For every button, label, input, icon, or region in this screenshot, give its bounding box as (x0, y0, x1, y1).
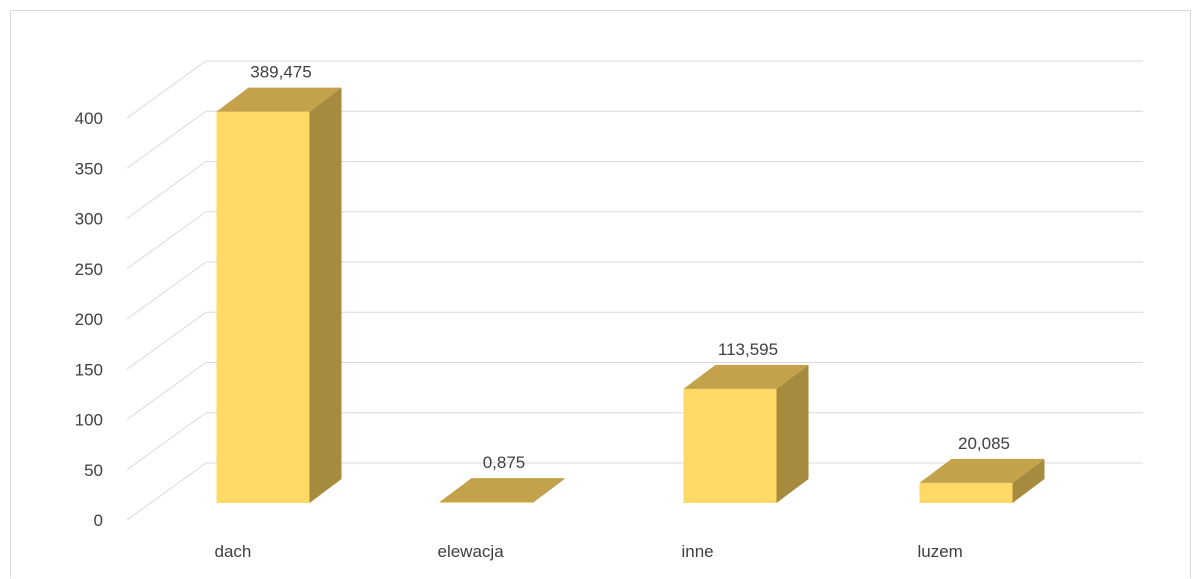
gridline-diagonal (126, 211, 207, 270)
gridline-diagonal (126, 462, 207, 521)
x-category-label: dach (215, 542, 252, 561)
bar-side (1012, 458, 1045, 503)
bar-side (532, 478, 565, 503)
gridline-diagonal (126, 362, 207, 420)
bar-top (439, 478, 565, 503)
bar-front (439, 502, 533, 503)
y-tick-label: 350 (75, 159, 103, 178)
bar-top (216, 87, 342, 112)
bar-elewacja (439, 478, 565, 503)
gridline-diagonal (126, 60, 207, 119)
bar-front (919, 482, 1013, 503)
data-label: 20,085 (958, 434, 1010, 453)
gridline-diagonal (126, 261, 207, 320)
gridline-diagonal (126, 161, 207, 219)
y-tick-label: 300 (75, 210, 103, 229)
bar-dach (216, 87, 342, 503)
bar-inne (683, 364, 809, 503)
x-category-label: elewacja (438, 542, 505, 561)
y-tick-label: 100 (75, 411, 103, 430)
data-label: 389,475 (250, 63, 311, 82)
gridline-diagonal (126, 412, 207, 471)
bar-luzem (919, 458, 1045, 503)
bar-top (919, 458, 1045, 483)
y-tick-label: 250 (75, 260, 103, 279)
y-tick-label: 50 (84, 461, 103, 480)
bar-side (776, 364, 809, 503)
y-tick-label: 400 (75, 109, 103, 128)
gridline-diagonal (126, 110, 207, 169)
y-tick-label: 0 (94, 511, 103, 530)
bar-top (683, 364, 809, 389)
bar-front (216, 111, 310, 503)
y-tick-label: 200 (75, 310, 103, 329)
x-category-label: luzem (918, 542, 963, 561)
gridline-diagonal (126, 311, 207, 370)
y-tick-label: 150 (75, 360, 103, 379)
x-category-label: inne (682, 542, 714, 561)
bar-side (309, 87, 342, 503)
data-label: 113,595 (718, 340, 778, 359)
bar-front (683, 388, 777, 503)
data-label: 0,875 (483, 453, 526, 472)
